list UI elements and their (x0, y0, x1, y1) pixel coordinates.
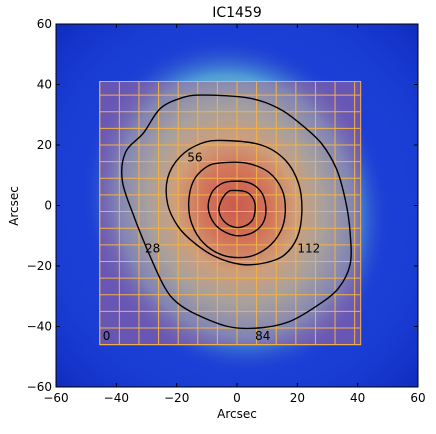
chart-title: IC1459 (212, 5, 262, 21)
contour-core-outer (207, 180, 267, 237)
tick-layer: −60 −40 −20 0 20 40 60 −60 −40 −20 0 20 40 60 (27, 17, 426, 405)
y-tick-label: 60 (37, 17, 52, 31)
y-axis-label: Arcsec (7, 186, 21, 226)
y-tick-label: 20 (37, 138, 52, 152)
y-tick-label: −40 (27, 320, 52, 334)
x-tick-label: −20 (164, 391, 189, 405)
contour-core-inner (218, 189, 256, 229)
grid-number-label: 84 (255, 329, 270, 343)
y-tick-label: −60 (27, 380, 52, 394)
grid-number-label: 112 (297, 241, 320, 255)
field-tint (99, 81, 361, 345)
contour-outer (121, 94, 352, 330)
x-tick-label: 60 (410, 391, 425, 405)
x-axis-label: Arcsec (217, 407, 257, 421)
grid-number-label: 0 (103, 329, 111, 343)
x-tick-label: 20 (290, 391, 305, 405)
contour-middle (165, 139, 303, 266)
x-tick-label: −40 (104, 391, 129, 405)
contour-layer (121, 94, 352, 330)
plot-area: 0 28 56 84 112 (56, 24, 418, 387)
y-tick-label: 0 (44, 199, 52, 213)
y-tick-label: 40 (37, 78, 52, 92)
field-border (99, 80, 362, 346)
x-tick-label: −60 (43, 391, 68, 405)
grid-label-layer: 0 28 56 84 112 (103, 151, 320, 343)
grid-number-label: 56 (187, 151, 202, 165)
y-tick-label: −20 (27, 259, 52, 273)
grid-number-label: 28 (145, 241, 160, 255)
x-tick-label: 40 (350, 391, 365, 405)
contour-inner (187, 161, 287, 259)
x-tick-label: 0 (233, 391, 241, 405)
grid-field (99, 80, 362, 346)
